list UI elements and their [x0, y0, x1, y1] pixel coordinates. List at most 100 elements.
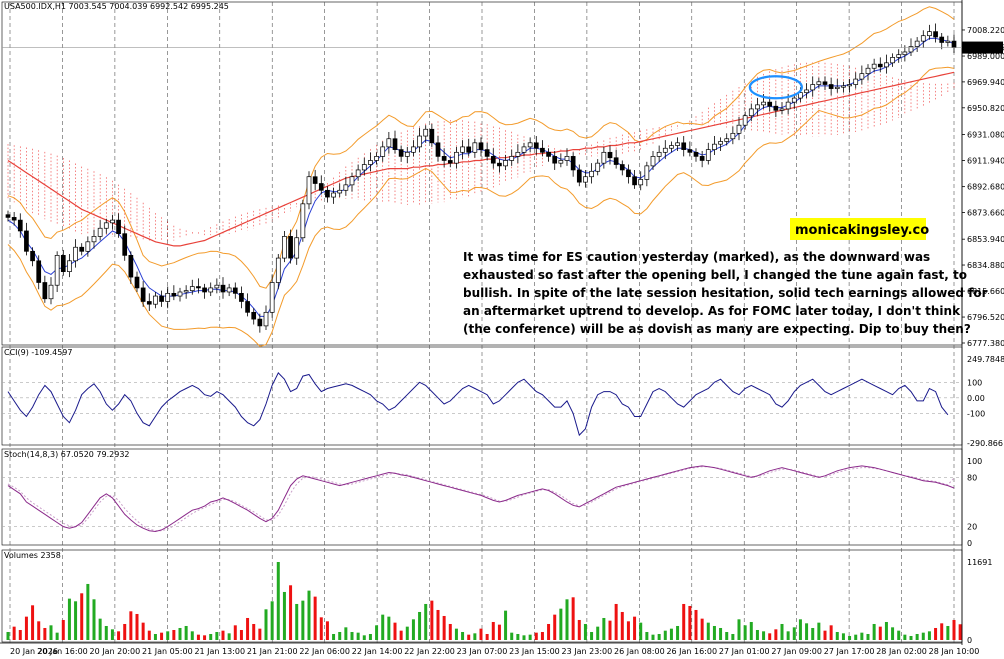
volume-bar [319, 617, 323, 640]
candle-body [902, 51, 908, 56]
candle-body [761, 101, 766, 106]
volume-bar [153, 633, 157, 640]
candle-body [687, 149, 693, 153]
volume-bar [24, 616, 28, 640]
volume-bar [473, 633, 477, 640]
volume-panel [6, 562, 962, 640]
candle-body [60, 255, 66, 272]
candle-body [269, 282, 275, 313]
time-tick-label: 20 Jan 16:00 [37, 647, 88, 656]
volume-bar [215, 631, 219, 640]
volume-bar [633, 616, 637, 640]
time-tick-label: 22 Jan 06:00 [299, 647, 350, 656]
candle-body [509, 156, 515, 161]
volume-bar [547, 623, 551, 640]
candle-body [748, 108, 754, 117]
volume-bar [620, 611, 624, 640]
volume-bar [31, 605, 35, 640]
candle-body [368, 160, 373, 165]
candle-body [460, 146, 465, 153]
candle-body [159, 295, 164, 302]
volume-bar [762, 631, 766, 640]
candle-body [908, 46, 914, 53]
candle-body [11, 217, 17, 221]
candle-body [570, 156, 576, 171]
volume-bar [362, 635, 366, 640]
candle-body [263, 311, 269, 327]
volume-bar [927, 631, 931, 640]
candle-body [79, 246, 85, 252]
candle-body [914, 40, 920, 47]
volume-bar [12, 626, 16, 640]
volume-bar [639, 622, 643, 640]
candle-body [920, 35, 926, 42]
volume-bar [510, 632, 514, 640]
time-tick-label: 21 Jan 21:00 [247, 647, 298, 656]
candle-body [552, 156, 558, 164]
volume-bar [332, 633, 336, 640]
volume-bar [755, 629, 759, 640]
volume-bar [399, 630, 403, 640]
volume-bar [934, 627, 938, 640]
volume-bar [946, 625, 950, 640]
volume-bar [479, 628, 483, 640]
commentary-line-5: (the conference) will be as dovish as ma… [463, 322, 971, 336]
candle-body [632, 176, 637, 186]
commentary-line-2: exhausted so fast after the opening bell… [463, 268, 967, 282]
candle-body [742, 115, 748, 126]
volume-bar [338, 631, 342, 640]
volume-bar [387, 616, 391, 640]
candle-body [890, 57, 895, 64]
price-tick-label: 6892.680 [967, 183, 1004, 192]
volume-bar [246, 617, 250, 640]
candle-body [146, 301, 152, 305]
candle-body [583, 176, 588, 183]
time-tick-label: 28 Jan 10:00 [929, 647, 980, 656]
candle-body [773, 105, 779, 111]
volume-label: Volumes 2358 [4, 551, 61, 560]
candle-body [656, 151, 662, 157]
volume-bar [909, 635, 913, 640]
volume-bar [596, 626, 600, 640]
volume-bar [817, 622, 821, 640]
price-tick-label: 6853.940 [967, 235, 1004, 244]
time-tick-label: 27 Jan 17:00 [824, 647, 875, 656]
commentary: It was time for ES caution yesterday (ma… [463, 250, 988, 336]
volume-bar [774, 629, 778, 640]
volume-bar [878, 626, 882, 640]
volume-bar [485, 633, 489, 640]
price-tick-label: 6950.820 [967, 104, 1004, 113]
volume-bar [270, 601, 274, 640]
candle-body [607, 151, 613, 159]
volume-bar [196, 634, 200, 640]
volume-bar [645, 631, 649, 640]
time-tick-label: 21 Jan 05:00 [142, 647, 193, 656]
candle-body [564, 156, 570, 161]
candle-body [177, 291, 183, 297]
candle-body [404, 151, 410, 157]
candle-body [24, 230, 29, 252]
volume-bar [344, 627, 348, 640]
watermark-text: monicakingsley.co [795, 223, 929, 238]
volume-bar [897, 630, 901, 640]
candle-body [847, 84, 852, 87]
candle-body [48, 284, 54, 300]
candle-body [939, 36, 945, 43]
volume-bar [706, 622, 710, 640]
candle-body [595, 162, 601, 172]
volume-bar [522, 635, 526, 640]
candle-body [712, 143, 717, 150]
volume-bar [805, 623, 809, 640]
volume-bar [676, 625, 680, 640]
candle-body [398, 149, 404, 157]
volume-bar [940, 623, 944, 640]
candle-body [736, 124, 742, 134]
candle-body [478, 142, 484, 150]
time-tick-label: 26 Jan 16:00 [666, 647, 717, 656]
candle-body [669, 145, 674, 149]
volume-bar [872, 623, 876, 640]
volume-bar [49, 625, 53, 640]
slow-moving-average [7, 71, 955, 247]
candle-body [386, 138, 392, 148]
time-tick-label: 27 Jan 01:00 [719, 647, 770, 656]
